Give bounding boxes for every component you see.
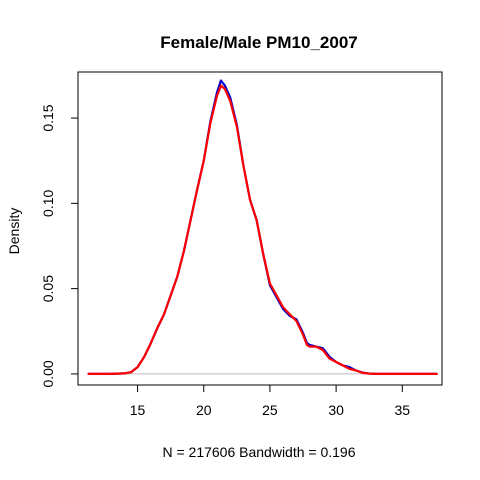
series-layer bbox=[87, 79, 438, 376]
y-tick-label: 0.05 bbox=[40, 275, 56, 302]
x-tick-label: 20 bbox=[196, 402, 212, 418]
density-curve-2 bbox=[87, 84, 438, 376]
x-tick-label: 15 bbox=[130, 402, 146, 418]
y-axis: 0.00 0.05 0.10 0.15 bbox=[40, 104, 79, 388]
density-curve-1 bbox=[87, 79, 438, 376]
y-tick-label: 0.15 bbox=[40, 104, 56, 131]
x-axis: 15 20 25 30 35 bbox=[130, 384, 411, 418]
x-axis-label: N = 217606 Bandwidth = 0.196 bbox=[162, 444, 355, 460]
y-axis-label: Density bbox=[6, 208, 22, 255]
x-tick-label: 35 bbox=[395, 402, 411, 418]
y-tick-label: 0.00 bbox=[40, 360, 56, 387]
y-tick-label: 0.10 bbox=[40, 190, 56, 217]
plot-frame bbox=[77, 71, 443, 386]
x-tick-label: 30 bbox=[328, 402, 344, 418]
x-tick-label: 25 bbox=[262, 402, 278, 418]
chart-title: Female/Male PM10_2007 bbox=[160, 33, 358, 52]
